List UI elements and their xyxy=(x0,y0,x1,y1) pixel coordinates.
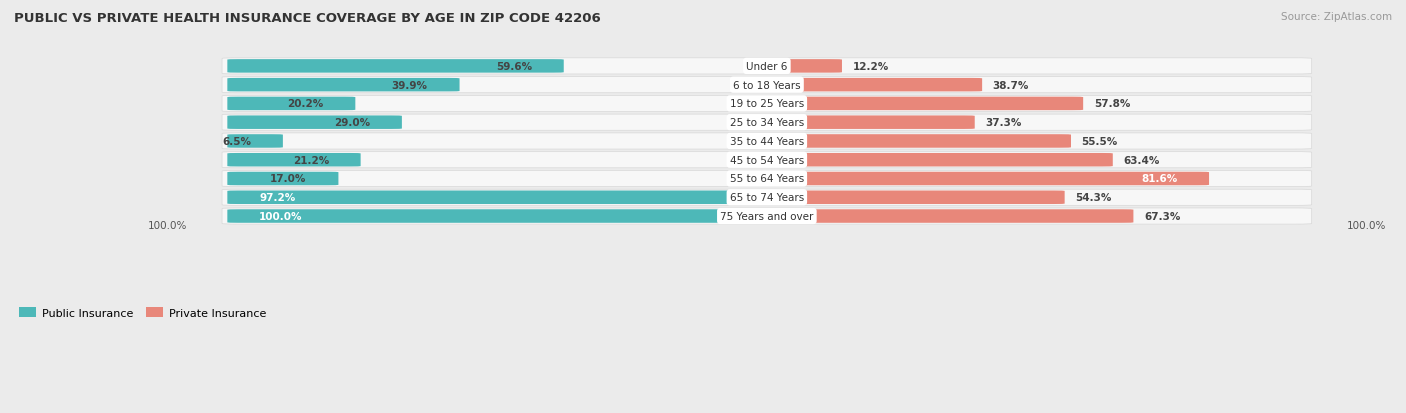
Text: 59.6%: 59.6% xyxy=(496,62,531,72)
FancyBboxPatch shape xyxy=(222,171,1312,187)
Text: 19 to 25 Years: 19 to 25 Years xyxy=(730,99,804,109)
Text: 37.3%: 37.3% xyxy=(986,118,1022,128)
FancyBboxPatch shape xyxy=(228,97,356,111)
FancyBboxPatch shape xyxy=(756,79,983,92)
Text: 100.0%: 100.0% xyxy=(1347,221,1386,231)
Text: 39.9%: 39.9% xyxy=(392,81,427,90)
FancyBboxPatch shape xyxy=(756,191,1064,204)
FancyBboxPatch shape xyxy=(228,172,339,186)
Text: 17.0%: 17.0% xyxy=(270,174,307,184)
Text: 97.2%: 97.2% xyxy=(259,193,295,203)
Text: 6.5%: 6.5% xyxy=(222,137,252,147)
Text: 54.3%: 54.3% xyxy=(1076,193,1112,203)
FancyBboxPatch shape xyxy=(756,97,1083,111)
Text: 6 to 18 Years: 6 to 18 Years xyxy=(733,81,800,90)
Text: 100.0%: 100.0% xyxy=(148,221,187,231)
Text: 63.4%: 63.4% xyxy=(1123,155,1160,165)
Text: 20.2%: 20.2% xyxy=(287,99,323,109)
Text: 29.0%: 29.0% xyxy=(335,118,370,128)
FancyBboxPatch shape xyxy=(756,116,974,130)
Text: 45 to 54 Years: 45 to 54 Years xyxy=(730,155,804,165)
Text: 38.7%: 38.7% xyxy=(993,81,1029,90)
Text: 100.0%: 100.0% xyxy=(259,211,302,221)
Text: 55 to 64 Years: 55 to 64 Years xyxy=(730,174,804,184)
Text: PUBLIC VS PRIVATE HEALTH INSURANCE COVERAGE BY AGE IN ZIP CODE 42206: PUBLIC VS PRIVATE HEALTH INSURANCE COVER… xyxy=(14,12,600,25)
Text: 81.6%: 81.6% xyxy=(1142,174,1177,184)
Text: Source: ZipAtlas.com: Source: ZipAtlas.com xyxy=(1281,12,1392,22)
FancyBboxPatch shape xyxy=(756,135,1071,148)
Text: 57.8%: 57.8% xyxy=(1094,99,1130,109)
Text: 67.3%: 67.3% xyxy=(1144,211,1181,221)
FancyBboxPatch shape xyxy=(222,209,1312,225)
Text: 55.5%: 55.5% xyxy=(1081,137,1118,147)
FancyBboxPatch shape xyxy=(222,133,1312,150)
FancyBboxPatch shape xyxy=(228,79,460,92)
FancyBboxPatch shape xyxy=(222,96,1312,112)
Legend: Public Insurance, Private Insurance: Public Insurance, Private Insurance xyxy=(15,303,270,323)
FancyBboxPatch shape xyxy=(228,116,402,130)
FancyBboxPatch shape xyxy=(756,154,1112,167)
Text: 12.2%: 12.2% xyxy=(852,62,889,72)
Text: 75 Years and over: 75 Years and over xyxy=(720,211,814,221)
FancyBboxPatch shape xyxy=(756,210,1133,223)
FancyBboxPatch shape xyxy=(222,115,1312,131)
FancyBboxPatch shape xyxy=(228,191,762,204)
Text: 35 to 44 Years: 35 to 44 Years xyxy=(730,137,804,147)
Text: 25 to 34 Years: 25 to 34 Years xyxy=(730,118,804,128)
FancyBboxPatch shape xyxy=(228,210,778,223)
FancyBboxPatch shape xyxy=(228,154,360,167)
FancyBboxPatch shape xyxy=(228,135,283,148)
FancyBboxPatch shape xyxy=(222,190,1312,206)
FancyBboxPatch shape xyxy=(222,59,1312,75)
Text: 21.2%: 21.2% xyxy=(292,155,329,165)
FancyBboxPatch shape xyxy=(756,172,1209,186)
Text: 65 to 74 Years: 65 to 74 Years xyxy=(730,193,804,203)
FancyBboxPatch shape xyxy=(222,152,1312,169)
FancyBboxPatch shape xyxy=(222,77,1312,93)
FancyBboxPatch shape xyxy=(756,60,842,74)
Text: Under 6: Under 6 xyxy=(747,62,787,72)
FancyBboxPatch shape xyxy=(228,60,564,74)
